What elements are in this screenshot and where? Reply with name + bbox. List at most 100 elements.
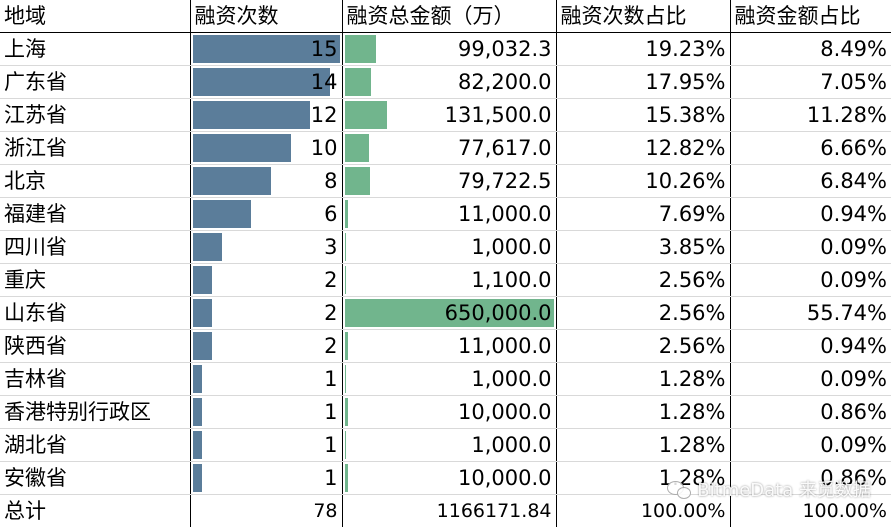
amount-cell-value: 82,200.0 [457,70,552,94]
amount-pct-cell: 6.84% [730,164,891,198]
count-pct-cell: 2.56% [556,263,731,297]
count-cell-value: 1 [324,367,338,391]
total-amount-pct: 100.00% [730,494,891,527]
header-region: 地域 [0,0,191,33]
count-pct-cell: 2.56% [556,329,731,363]
amount-bar [344,464,348,492]
table-row: 安徽省 1 10,000.0 1.28% 0.86% [0,461,891,495]
table-row: 江苏省 12 131,500.0 15.38% 11.28% [0,98,891,132]
header-amount-pct: 融资金额占比 [730,0,891,33]
amount-pct-cell: 6.66% [730,131,891,165]
count-cell: 1 [190,428,343,462]
region-cell: 广东省 [0,65,191,99]
region-cell: 浙江省 [0,131,191,165]
amount-cell: 1,100.0 [342,263,557,297]
amount-cell-value: 1,000.0 [471,367,552,391]
amount-cell-value: 1,000.0 [471,433,552,457]
amount-pct-cell: 0.09% [730,362,891,396]
amount-cell: 1,000.0 [342,428,557,462]
amount-pct-cell: 0.86% [730,461,891,495]
count-cell: 6 [190,197,343,231]
count-cell: 8 [190,164,343,198]
count-cell-value: 1 [324,400,338,424]
count-cell-value: 14 [310,70,338,94]
amount-bar [344,398,348,426]
count-cell: 1 [190,395,343,429]
count-bar [192,167,271,195]
count-cell-value: 1 [324,466,338,490]
amount-cell-value: 79,722.5 [457,169,552,193]
region-cell: 湖北省 [0,428,191,462]
table-row: 吉林省 1 1,000.0 1.28% 0.09% [0,362,891,396]
count-bar [192,233,222,261]
amount-pct-cell: 0.86% [730,395,891,429]
count-cell-value: 1 [324,433,338,457]
table-row: 山东省 2 650,000.0 2.56% 55.74% [0,296,891,330]
amount-cell-value: 131,500.0 [444,103,552,127]
count-bar [192,431,203,459]
total-amount: 1166171.84 [342,494,557,527]
amount-cell-value: 11,000.0 [457,202,552,226]
count-cell-value: 3 [324,235,338,259]
count-pct-cell: 15.38% [556,98,731,132]
amount-cell: 10,000.0 [342,461,557,495]
count-cell: 3 [190,230,343,264]
table-row: 四川省 3 1,000.0 3.85% 0.09% [0,230,891,264]
count-pct-cell: 2.56% [556,296,731,330]
amount-cell-value: 10,000.0 [457,400,552,424]
count-pct-cell: 1.28% [556,362,731,396]
region-cell: 吉林省 [0,362,191,396]
table-row: 浙江省 10 77,617.0 12.82% 6.66% [0,131,891,165]
table-row: 上海 15 99,032.3 19.23% 8.49% [0,32,891,66]
table-row: 福建省 6 11,000.0 7.69% 0.94% [0,197,891,231]
count-bar [192,68,330,96]
count-cell-value: 8 [324,169,338,193]
amount-cell: 82,200.0 [342,65,557,99]
amount-pct-cell: 7.05% [730,65,891,99]
amount-cell: 77,617.0 [342,131,557,165]
count-pct-cell: 3.85% [556,230,731,264]
amount-cell: 10,000.0 [342,395,557,429]
amount-cell: 1,000.0 [342,362,557,396]
count-cell: 2 [190,263,343,297]
count-cell-value: 2 [324,301,338,325]
region-cell: 香港特别行政区 [0,395,191,429]
count-bar [192,299,213,327]
total-count-pct: 100.00% [556,494,731,527]
amount-pct-cell: 0.09% [730,230,891,264]
count-pct-cell: 7.69% [556,197,731,231]
count-cell: 1 [190,461,343,495]
amount-cell: 99,032.3 [342,32,557,66]
table-row: 重庆 2 1,100.0 2.56% 0.09% [0,263,891,297]
table-row: 北京 8 79,722.5 10.26% 6.84% [0,164,891,198]
count-cell-value: 2 [324,334,338,358]
region-cell: 重庆 [0,263,191,297]
count-bar [192,200,252,228]
amount-cell: 79,722.5 [342,164,557,198]
amount-bar [344,299,554,327]
region-cell: 福建省 [0,197,191,231]
amount-bar [344,332,349,360]
amount-bar [344,35,377,63]
amount-cell-value: 10,000.0 [457,466,552,490]
count-cell: 12 [190,98,343,132]
count-pct-cell: 17.95% [556,65,731,99]
count-cell-value: 15 [310,37,338,61]
amount-pct-cell: 8.49% [730,32,891,66]
count-bar [192,134,291,162]
amount-cell: 131,500.0 [342,98,557,132]
count-bar [192,35,340,63]
region-cell: 陕西省 [0,329,191,363]
count-cell-value: 10 [310,136,338,160]
count-bar [192,101,311,129]
count-cell: 14 [190,65,343,99]
amount-bar [344,68,371,96]
count-pct-cell: 19.23% [556,32,731,66]
table-row: 湖北省 1 1,000.0 1.28% 0.09% [0,428,891,462]
region-cell: 江苏省 [0,98,191,132]
header-row: 地域 融资次数 融资总金额（万） 融资次数占比 融资金额占比 [0,0,891,33]
count-bar [192,464,203,492]
amount-pct-cell: 0.09% [730,263,891,297]
count-cell: 15 [190,32,343,66]
